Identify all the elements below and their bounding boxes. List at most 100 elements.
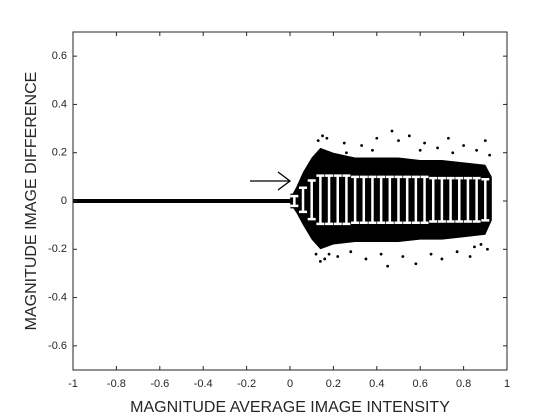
x-tick-label: -0.8: [107, 378, 126, 390]
x-tick-label: -0.2: [237, 378, 256, 390]
point: [473, 245, 476, 249]
error-bar-body: [481, 178, 490, 222]
point: [364, 257, 368, 261]
error-bar: [420, 174, 429, 226]
error-bar: [463, 175, 472, 225]
x-tick-label: 0.2: [326, 378, 341, 390]
error-bar: [403, 174, 412, 226]
error-bar: [368, 174, 377, 226]
x-tick-label: 0.6: [413, 378, 428, 390]
x-tick-label: 0.4: [369, 378, 384, 390]
point: [486, 247, 489, 251]
point: [447, 136, 450, 140]
point: [483, 139, 487, 143]
error-bar: [385, 174, 394, 226]
error-bar-body: [342, 174, 351, 226]
y-axis-label: MAGNITUDE IMAGE DIFFERENCE: [23, 72, 40, 331]
error-bar-body: [403, 175, 412, 224]
error-bar-body: [299, 186, 308, 214]
error-bar: [481, 176, 490, 223]
point: [371, 148, 374, 152]
arrow: [250, 171, 292, 191]
point: [423, 141, 426, 145]
error-bar-body: [420, 175, 429, 224]
error-bar: [351, 174, 360, 226]
point: [336, 255, 340, 258]
error-bar: [290, 193, 299, 209]
point: [316, 139, 320, 143]
x-axis-label: MAGNITUDE AVERAGE IMAGE INTENSITY: [130, 399, 450, 416]
point: [360, 144, 364, 147]
error-bar-body: [446, 176, 455, 223]
error-bar-body: [411, 175, 420, 224]
x-tick-label: 0: [287, 378, 293, 390]
error-bar-body: [290, 194, 299, 208]
point: [479, 243, 483, 246]
point: [407, 134, 411, 138]
x-tick-label: -1: [68, 378, 78, 390]
error-bar-body: [359, 175, 368, 224]
error-bar-body: [377, 175, 386, 224]
point: [440, 257, 444, 261]
y-tick-label: -0.6: [48, 340, 67, 352]
error-bar: [359, 174, 368, 226]
y-tick-label: 0.2: [52, 147, 67, 159]
error-bar: [437, 175, 446, 225]
error-bar-body: [472, 176, 481, 223]
x-tick-label: 1: [504, 378, 510, 390]
point: [349, 250, 353, 254]
error-bar: [333, 173, 342, 227]
error-bar: [429, 175, 438, 225]
y-tick-label: -0.2: [48, 243, 67, 255]
point: [488, 153, 492, 157]
point: [455, 250, 459, 254]
point: [418, 148, 422, 152]
point: [342, 141, 346, 145]
error-bar: [342, 173, 351, 227]
x-tick-label: -0.6: [150, 378, 169, 390]
point: [321, 134, 324, 138]
y-tick-label: 0: [61, 195, 67, 207]
plot-area: [73, 129, 492, 268]
point: [401, 255, 405, 258]
error-bar-body: [455, 176, 464, 223]
point: [325, 136, 329, 140]
x-tick-label: 0.8: [456, 378, 471, 390]
error-bar-body: [463, 176, 472, 223]
error-bar-body: [394, 175, 403, 224]
error-bar: [472, 175, 481, 225]
point: [375, 136, 379, 140]
point: [318, 259, 322, 263]
point: [475, 148, 479, 152]
error-bar: [411, 174, 420, 226]
error-bar: [299, 185, 308, 215]
point: [451, 151, 455, 155]
y-tick-label: 0.4: [52, 98, 67, 110]
point: [314, 252, 318, 256]
point: [397, 139, 400, 143]
point: [345, 151, 348, 155]
error-bar: [307, 177, 316, 222]
point: [386, 264, 390, 268]
error-bar: [394, 174, 403, 226]
error-bar: [446, 175, 455, 225]
y-tick-label: 0.6: [52, 50, 67, 62]
point: [429, 252, 433, 256]
point: [379, 252, 383, 256]
error-bar-body: [385, 175, 394, 224]
error-bar-body: [307, 179, 316, 221]
point: [462, 144, 465, 147]
point: [468, 255, 472, 258]
error-bar-body: [351, 175, 360, 224]
point: [436, 146, 439, 150]
error-bar: [377, 174, 386, 226]
error-bar-body: [333, 174, 342, 226]
error-bar: [325, 173, 334, 227]
point: [323, 257, 327, 261]
error-bar-body: [437, 176, 446, 223]
error-bar: [455, 175, 464, 225]
error-bar-body: [316, 174, 325, 226]
error-bar-body: [368, 175, 377, 224]
